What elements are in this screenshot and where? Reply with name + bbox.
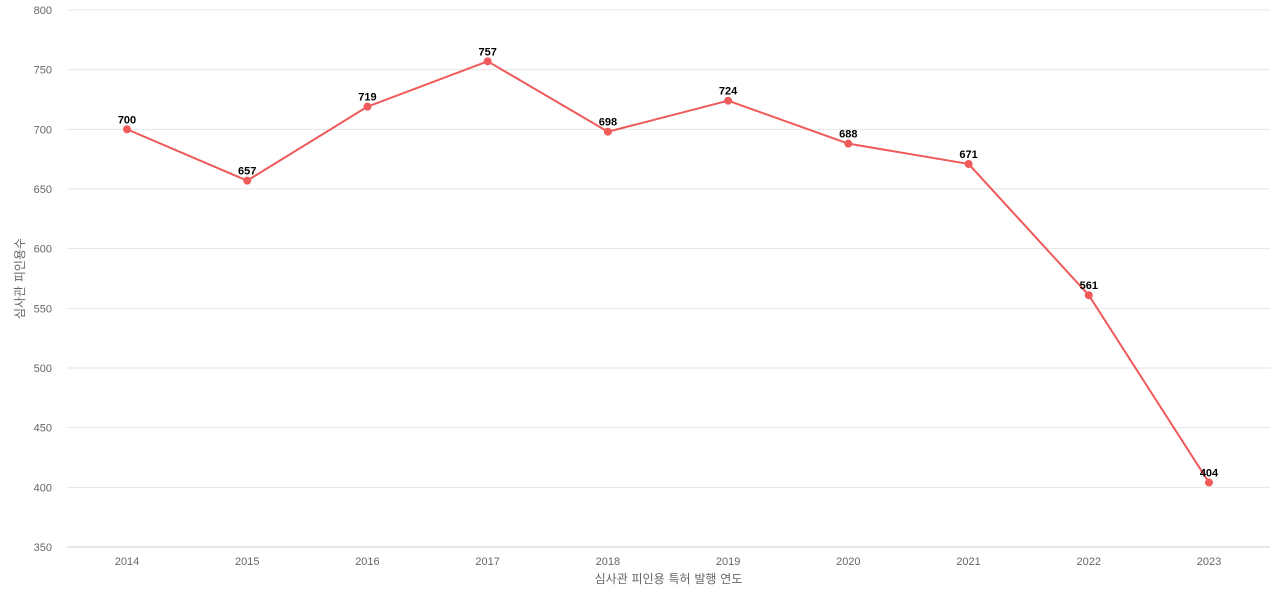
x-tick-label: 2017 [475, 556, 499, 568]
x-tick-label: 2021 [956, 556, 980, 568]
x-tick-label: 2018 [596, 556, 620, 568]
data-point [1084, 291, 1093, 300]
series-line [126, 60, 1210, 484]
x-tick-label: 2015 [235, 556, 259, 568]
y-axis-ticks: 350 400 450 500 550 600 650 700 750 800 [34, 5, 52, 554]
data-label: 724 [719, 86, 738, 98]
data-point [603, 127, 612, 136]
x-axis-ticks: 2014 2015 2016 2017 2018 2019 2020 2021 2022 2023 [115, 556, 1221, 568]
x-tick-label: 2023 [1197, 556, 1221, 568]
y-axis-title: 심사관 피인용수 [13, 238, 27, 319]
data-label: 657 [238, 166, 256, 178]
data-point [964, 159, 973, 168]
series-group [123, 57, 1213, 487]
data-labels: 700 657 719 757 698 724 688 671 561 404 [118, 46, 1219, 479]
y-tick-label: 400 [34, 482, 52, 494]
x-tick-label: 2019 [716, 556, 740, 568]
x-tick-label: 2022 [1077, 556, 1101, 568]
data-label: 719 [358, 92, 376, 104]
data-label: 404 [1200, 468, 1219, 480]
data-point [123, 125, 131, 134]
y-tick-label: 700 [34, 124, 52, 136]
y-tick-label: 800 [34, 5, 52, 17]
data-label: 561 [1080, 280, 1098, 292]
y-tick-label: 500 [34, 363, 52, 375]
y-tick-label: 350 [34, 542, 52, 554]
x-axis-title: 심사관 피인용 특허 발행 연도 [595, 571, 743, 586]
y-tick-label: 600 [34, 244, 52, 256]
data-point [844, 139, 853, 148]
data-label: 700 [118, 114, 136, 126]
x-tick-label: 2020 [836, 556, 860, 568]
data-point [243, 176, 252, 185]
y-tick-label: 750 [34, 65, 52, 77]
x-tick-label: 2014 [115, 556, 139, 568]
grid-lines [67, 9, 1270, 488]
data-point [483, 57, 492, 66]
y-tick-label: 450 [34, 423, 52, 435]
data-point [1205, 478, 1213, 487]
x-tick-label: 2016 [355, 556, 379, 568]
data-label: 757 [478, 46, 496, 58]
data-point [363, 102, 372, 111]
data-label: 698 [599, 117, 617, 129]
data-label: 688 [839, 129, 857, 141]
data-label: 671 [959, 149, 977, 161]
y-tick-label: 650 [34, 184, 52, 196]
y-tick-label: 550 [34, 303, 52, 315]
data-point [724, 96, 733, 105]
